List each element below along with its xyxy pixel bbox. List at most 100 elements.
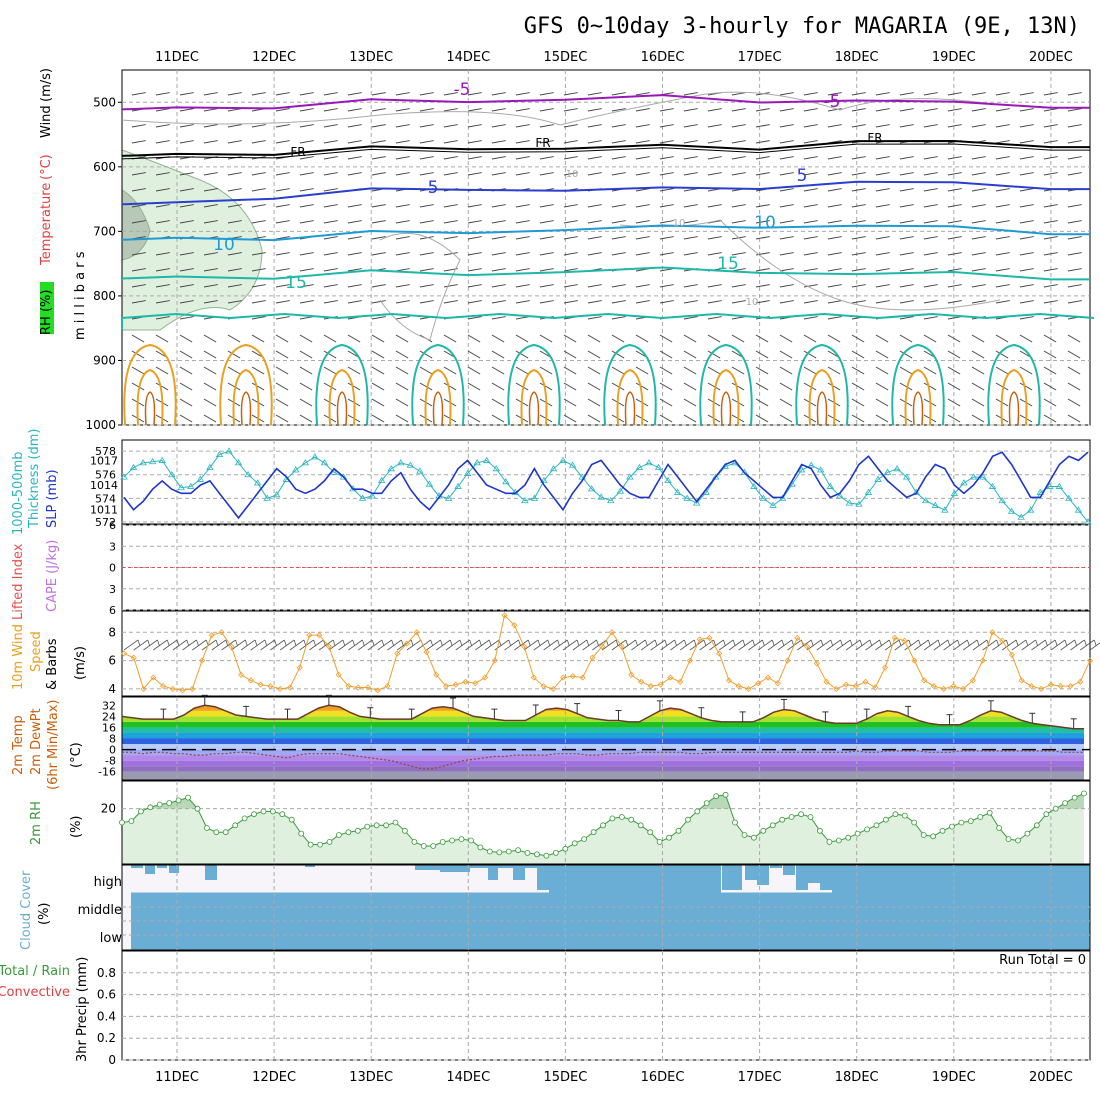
temp-band: [122, 760, 1084, 767]
wind-barb: [539, 366, 553, 375]
thickness-point: [1027, 506, 1035, 513]
rh2m-point: [911, 819, 918, 826]
rh2m-point: [1015, 837, 1021, 844]
thickness-point: [177, 483, 185, 491]
wind10-barb-flag: [1064, 639, 1068, 647]
wind-barb: [1067, 414, 1081, 423]
wind-barb: [707, 382, 721, 391]
wind10-point: [921, 677, 928, 684]
bottom-date-label: 11DEC: [155, 1070, 199, 1085]
thickness-point: [540, 476, 548, 484]
rh2m-point: [845, 834, 852, 841]
wind-barb: [659, 124, 674, 128]
wind-barb: [491, 252, 506, 256]
wind-barb: [371, 398, 385, 407]
cloud-high-block: [488, 865, 498, 880]
wind-barb: [467, 366, 481, 375]
wind10-barb: [562, 639, 578, 651]
wind-barb: [275, 300, 290, 304]
wind-barb: [467, 92, 482, 96]
rh2m-point: [364, 823, 371, 830]
wind10-barb-flag: [615, 639, 619, 647]
wind-barb: [491, 300, 506, 304]
rh2m-point: [722, 791, 729, 798]
upper-panel-labels: RH (%) Temperature (°C) Wind (m/s) m i l…: [39, 68, 88, 340]
rh2m-point: [241, 815, 248, 822]
wind10-point: [335, 671, 342, 678]
wind-barb: [923, 188, 938, 192]
wind-barb: [947, 268, 962, 272]
wind10-barb-flag: [1015, 639, 1019, 647]
wind-barb: [851, 350, 865, 359]
thickness-point: [626, 473, 634, 480]
thickness-point: [988, 482, 997, 489]
wind-barb: [1067, 236, 1082, 240]
wind10-barb: [592, 639, 607, 651]
wind-barb: [515, 92, 530, 96]
temp-tick: -8: [105, 755, 116, 768]
wind-barb: [347, 334, 361, 343]
wind-barb: [659, 334, 673, 343]
wind-barb: [395, 300, 410, 304]
bottom-date-label: 12DEC: [252, 1070, 296, 1085]
thickness-point: [817, 466, 825, 473]
rh2m-point: [619, 814, 625, 820]
wind10-point: [501, 612, 508, 619]
wind-barb: [275, 316, 290, 320]
temp-contour-20: [121, 312, 1095, 330]
wind-barb: [755, 350, 769, 359]
precip-tick: 0.6: [97, 988, 116, 1002]
wind10-point: [364, 684, 372, 691]
wind-barb: [1019, 204, 1034, 208]
cloud-level-high: high: [94, 875, 122, 890]
wind-barb: [419, 366, 433, 375]
thickness-point: [444, 494, 453, 501]
wind10-point: [940, 685, 947, 692]
rh2m-label: 2m RH: [29, 801, 44, 845]
wind-barb: [179, 334, 193, 343]
wind-barb: [1067, 140, 1082, 144]
wind10-barb: [875, 639, 890, 651]
wind10-line: [123, 614, 1091, 691]
wind-barb: [275, 252, 290, 256]
wind-barb: [611, 382, 625, 391]
wind10-barb-flag: [654, 639, 658, 647]
wind-barb: [827, 236, 842, 240]
wind-barb: [563, 236, 578, 240]
wind-barb: [467, 220, 482, 224]
temp-tick: -16: [98, 766, 116, 779]
wind10-barb: [1050, 639, 1066, 651]
wind-barb: [875, 350, 889, 359]
wind-barb: [275, 414, 289, 423]
wind10-point: [1077, 678, 1084, 685]
wind-barb: [779, 156, 794, 160]
top-date-label: 12DEC: [252, 50, 296, 65]
pbl-contour: [795, 343, 849, 426]
pbl-contour-inner: [616, 368, 644, 426]
wind10-barb-flag: [274, 639, 277, 647]
pbl-contour: [699, 343, 753, 426]
wind-barb: [803, 92, 818, 96]
wind-barb: [491, 366, 505, 375]
wind-label: Wind: [39, 105, 54, 138]
wind10-barb-flag: [488, 639, 492, 647]
wind10-point: [813, 660, 820, 667]
wind-barb: [323, 236, 338, 240]
contour-label: 15: [285, 273, 307, 293]
wind-barb: [587, 124, 602, 128]
thickness-point: [397, 459, 405, 466]
wind-barb: [755, 398, 769, 407]
thickness-label-2: Thickness (dm): [27, 429, 42, 529]
rh2m-point: [666, 834, 672, 841]
wind10-barb-flag: [1045, 639, 1048, 647]
wind-barb: [947, 204, 962, 208]
wind10-barb-flag: [235, 639, 238, 647]
wind10-barb: [123, 639, 139, 651]
wind-barb: [179, 284, 194, 288]
wind-barb: [1043, 268, 1058, 272]
wind-barb: [611, 236, 626, 240]
wind-barb: [899, 382, 913, 391]
wind10-point: [1028, 683, 1035, 690]
wind-barb: [851, 284, 866, 288]
